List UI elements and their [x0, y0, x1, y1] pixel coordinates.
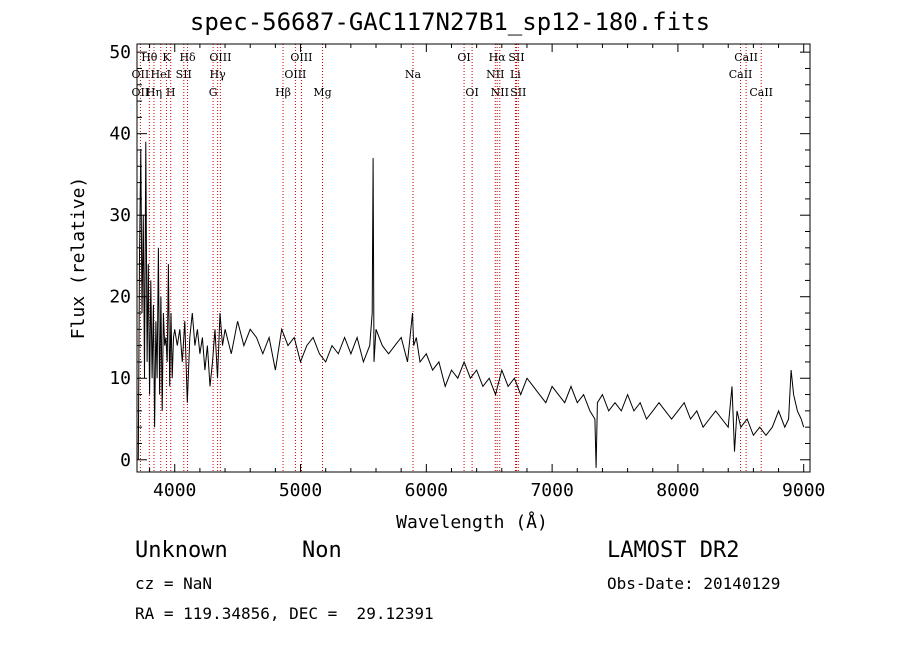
subclass-label: Non	[302, 538, 342, 563]
spectral-line-label: NII	[486, 68, 504, 81]
spectral-line-markers	[139, 44, 762, 472]
spectral-line-label: Hθ	[141, 51, 158, 64]
spectral-line-label: OIII	[290, 51, 312, 64]
spectral-line-label: SII	[508, 51, 524, 64]
obs-date-label: Obs-Date: 20140129	[607, 574, 781, 593]
spectral-line-label: K	[162, 51, 171, 64]
y-tick-label: 10	[109, 368, 131, 389]
x-tick-label: 5000	[279, 480, 322, 501]
spectral-line-label: OII	[132, 86, 150, 99]
spectral-line-label: CaII	[734, 51, 758, 64]
spectral-line-label: Hδ	[179, 51, 196, 64]
spectrum-line	[137, 141, 805, 468]
spectral-line-label: OIII	[284, 68, 306, 81]
redshift-label: cz = NaN	[135, 574, 213, 593]
spectral-line-label: Hα	[489, 51, 507, 64]
y-tick-label: 50	[109, 42, 131, 63]
spectral-line-label: Mg	[313, 86, 331, 99]
chart-title: spec-56687-GAC117N27B1_sp12-180.fits	[189, 8, 711, 36]
spectral-line-label: Hβ	[275, 86, 291, 99]
y-tick-label: 0	[120, 450, 131, 471]
x-tick-label: 6000	[405, 480, 448, 501]
survey-label: LAMOST DR2	[607, 538, 740, 563]
spectral-line-label: HeI	[151, 68, 171, 81]
spectral-line-label: OII	[132, 68, 150, 81]
x-axis-label: Wavelength (Å)	[396, 511, 548, 533]
x-tick-label: 9000	[782, 480, 825, 501]
y-axis-label: Flux (relative)	[68, 177, 89, 340]
spectral-line-label: SII	[510, 86, 526, 99]
spectral-line-label: CaII	[729, 68, 753, 81]
y-tick-label: 30	[109, 205, 131, 226]
spectral-line-label: Li	[510, 68, 521, 81]
x-tick-label: 7000	[530, 480, 573, 501]
spectral-line-label: OI	[457, 51, 470, 64]
spectral-line-label: CaII	[749, 86, 773, 99]
y-tick-label: 40	[109, 124, 131, 145]
spectral-line-label: SII	[176, 68, 192, 81]
spectral-line-label: H	[166, 86, 176, 99]
spectral-line-label: G	[209, 86, 218, 99]
axes: 4000 5000 6000 7000 8000 9000 0 10 20 30 40 50	[109, 42, 825, 501]
coordinates-label: RA = 119.34856, DEC = 29.12391	[135, 604, 434, 623]
spectral-line-label: OI	[465, 86, 478, 99]
x-tick-label: 4000	[153, 480, 196, 501]
x-tick-label: 8000	[656, 480, 699, 501]
spectral-line-label: Hγ	[210, 68, 227, 81]
plot-frame	[136, 43, 811, 473]
spectral-line-label: NII	[491, 86, 509, 99]
spectral-line-label: Hη	[146, 86, 162, 99]
y-tick-label: 20	[109, 287, 131, 308]
spectral-line-label: OIII	[209, 51, 231, 64]
spectral-line-label: Na	[405, 68, 422, 81]
class-label: Unknown	[135, 538, 228, 563]
